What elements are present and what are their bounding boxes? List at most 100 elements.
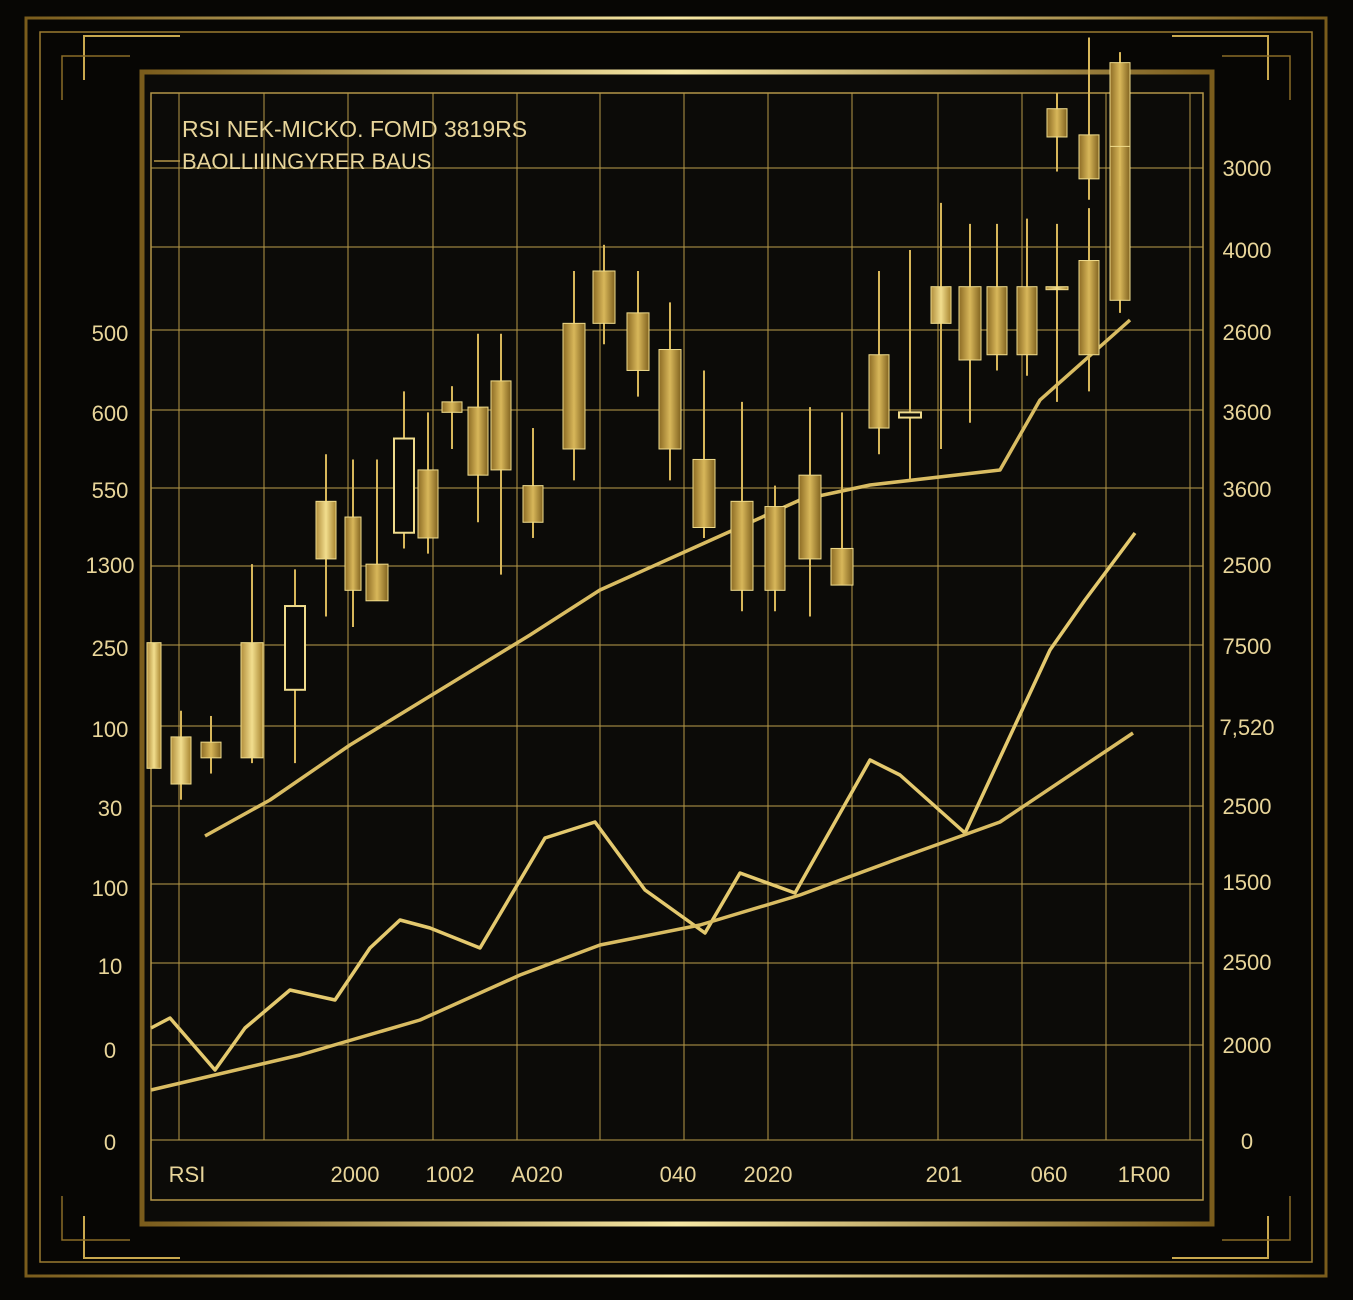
candle-body: [798, 474, 822, 560]
candle: [798, 407, 822, 617]
left-axis-tick-label: 600: [92, 401, 129, 426]
candle: [417, 412, 439, 554]
candle-body: [240, 642, 264, 759]
candle-body: [1016, 286, 1038, 356]
candle: [200, 715, 222, 774]
x-axis: RSI 2000 1002 A020 040 2020 201 060 1R00: [169, 1162, 1171, 1187]
candle-body: [1078, 134, 1100, 180]
candle: [284, 569, 306, 764]
right-axis-tick-label: 2500: [1223, 794, 1272, 819]
candle-body: [284, 605, 306, 691]
chart-title: RSI NEK-MICKO. FOMD 3819RS: [182, 116, 527, 142]
left-axis-tick-label: 250: [92, 636, 129, 661]
candle-body: [170, 736, 192, 785]
left-axis-tick-label: 1300: [86, 553, 135, 578]
candle: [522, 428, 544, 538]
candle: [1109, 52, 1131, 187]
left-axis-tick-label: 550: [92, 478, 129, 503]
right-axis-tick-label: 4000: [1223, 238, 1272, 263]
candle: [958, 223, 982, 423]
x-axis-tick-label: 2020: [744, 1162, 793, 1187]
candle-body: [626, 312, 650, 371]
candle: [830, 412, 854, 586]
candle: [930, 202, 952, 449]
candle: [562, 270, 586, 481]
x-axis-tick-label: 1002: [426, 1162, 475, 1187]
candle-body: [692, 458, 716, 529]
candle: [1016, 218, 1038, 376]
candle-body: [658, 349, 682, 450]
candle: [730, 401, 754, 612]
candle-body: [868, 354, 890, 429]
right-axis-tick-label: 2000: [1223, 1033, 1272, 1058]
candle-body: [467, 406, 489, 476]
candle: [1078, 37, 1100, 200]
x-axis-tick-label: A020: [511, 1162, 562, 1187]
candle: [490, 333, 512, 575]
left-axis-tick-label: 500: [92, 321, 129, 346]
right-axis-tick-label: 7,520: [1219, 715, 1274, 740]
candle: [658, 302, 682, 481]
left-axis-tick-label: 30: [98, 796, 122, 821]
right-axis-tick-label: 1500: [1223, 870, 1272, 895]
candle: [592, 244, 616, 345]
candle-body: [344, 516, 362, 591]
chart-subtitle: BAOLLIIINGYRER BAUS: [182, 149, 431, 174]
candle-body: [764, 506, 786, 591]
left-axis-tick-label: 0: [104, 1130, 116, 1155]
candle: [692, 370, 716, 538]
candle: [170, 710, 192, 800]
candle-body: [1046, 108, 1068, 138]
left-axis-tick-label: 100: [92, 876, 129, 901]
series-line-1: [204, 318, 1132, 838]
candle-body: [441, 401, 463, 413]
x-axis-tick-label: RSI: [169, 1162, 206, 1187]
candle: [868, 270, 890, 455]
candles: [146, 37, 1131, 800]
candle: [240, 564, 264, 764]
right-axis-tick-label: 2500: [1223, 950, 1272, 975]
candle-body: [315, 500, 337, 560]
candle-body: [200, 741, 222, 759]
candle-body: [830, 547, 854, 586]
candle-body: [730, 500, 754, 591]
right-axis-tick-label: 3000: [1223, 156, 1272, 181]
candle: [764, 485, 786, 612]
right-axis-tick-label: 3600: [1223, 400, 1272, 425]
candle: [344, 459, 362, 627]
candle-body: [490, 380, 512, 471]
series-line-2: [150, 531, 1137, 1072]
left-axis-tick-label: 0: [104, 1038, 116, 1063]
candle-body: [522, 485, 544, 523]
x-axis-tick-label: 201: [926, 1162, 963, 1187]
x-axis-tick-label: 060: [1031, 1162, 1068, 1187]
candle-body: [393, 437, 415, 534]
indicator-lines: [150, 318, 1137, 1092]
candle-body: [930, 286, 952, 324]
candle: [365, 459, 389, 602]
candle-body: [1045, 286, 1069, 291]
right-axis-tick-label: 2600: [1223, 320, 1272, 345]
candle: [898, 250, 922, 481]
grid: [151, 93, 1203, 1141]
chart-title-block: RSI NEK-MICKO. FOMD 3819RS BAOLLIIINGYRE…: [154, 116, 527, 174]
left-axis-tick-label: 100: [92, 717, 129, 742]
candle-body: [1078, 260, 1100, 356]
right-axis: 3000 4000 2600 3600 3600 2500 7500 7,520 2500 150…: [1219, 156, 1274, 1154]
right-axis-tick-label: 0: [1241, 1129, 1253, 1154]
left-axis-tick-label: 10: [98, 954, 122, 979]
right-axis-tick-label: 2500: [1223, 553, 1272, 578]
candle-body: [365, 563, 389, 602]
candle-body: [417, 469, 439, 539]
candle-body: [1109, 62, 1131, 147]
candle: [315, 454, 337, 617]
candle-body: [562, 322, 586, 450]
x-axis-tick-label: 040: [660, 1162, 697, 1187]
right-axis-tick-label: 3600: [1223, 477, 1272, 502]
candle: [146, 642, 162, 769]
x-axis-tick-label: 1R00: [1118, 1162, 1171, 1187]
candle: [626, 270, 650, 397]
candle-body: [898, 411, 922, 419]
